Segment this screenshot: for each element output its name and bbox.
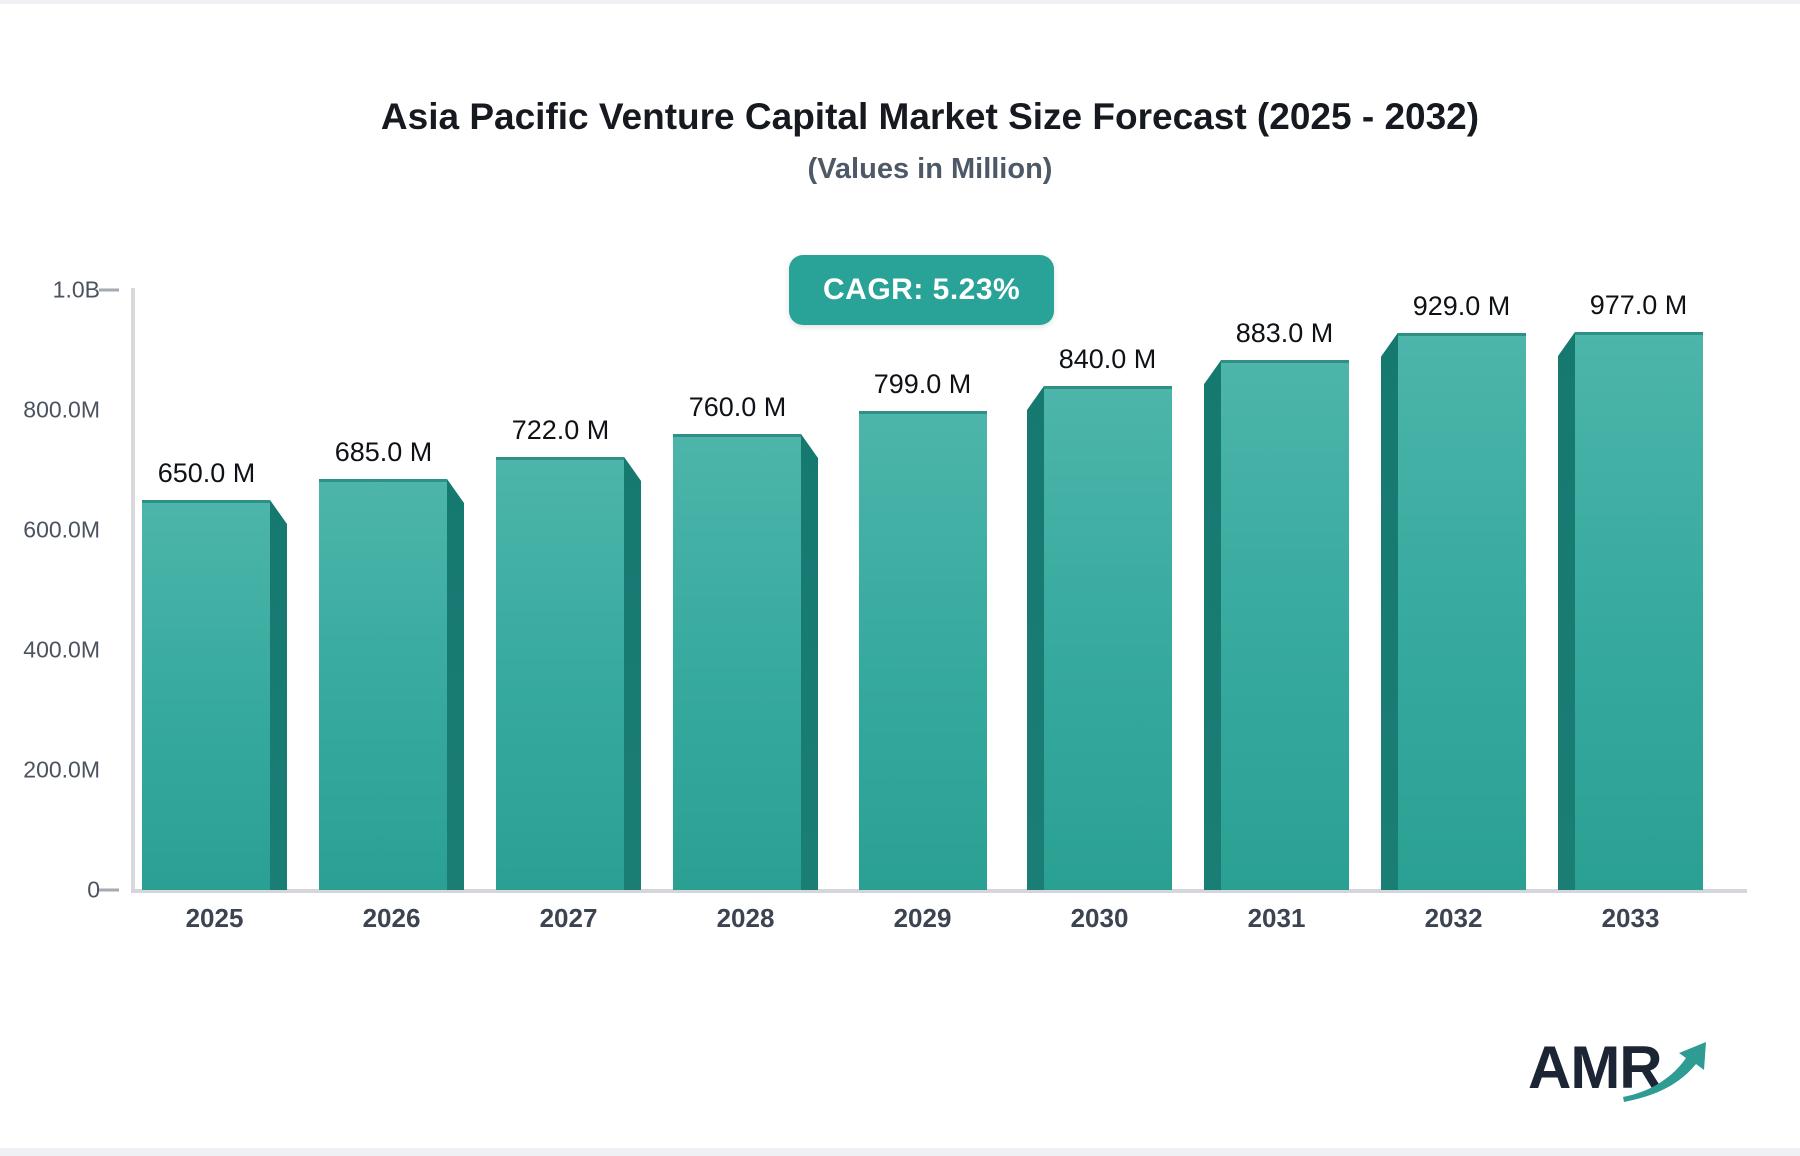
- chart-header: Asia Pacific Venture Capital Market Size…: [0, 95, 1800, 186]
- bar-side-shadow: [1381, 332, 1398, 890]
- x-axis-labels: 2025 2026 2027 2028 2029 2030 2031 2032 2033: [126, 903, 1719, 934]
- amr-logo-text: AMR: [1528, 1034, 1663, 1101]
- bar-group-2032: 929.0 M: [1365, 290, 1542, 890]
- bar-face: [496, 456, 624, 890]
- bar-face: [673, 434, 801, 890]
- y-tick-label: 0: [87, 876, 100, 903]
- x-tick-label-2028: 2028: [716, 903, 775, 933]
- bar-side-shadow: [1027, 386, 1044, 890]
- x-axis-line: [131, 889, 1747, 893]
- bars-area: 650.0 M 685.0 M 722.0 M 760.0 M 799.0 M 840.0…: [126, 290, 1719, 890]
- bar-2030[interactable]: [1027, 386, 1172, 890]
- bar-2031[interactable]: [1204, 360, 1349, 890]
- bar-side-shadow: [270, 500, 287, 890]
- chart-title: Asia Pacific Venture Capital Market Size…: [380, 96, 1480, 137]
- amr-logo-arrow-icon: [1623, 1042, 1706, 1102]
- bar-group-2028: 760.0 M: [657, 290, 834, 890]
- bar-group-2029: 799.0 M: [834, 290, 1011, 890]
- bar-value-label: 722.0 M: [511, 414, 610, 445]
- y-tick-mark: [99, 888, 119, 892]
- y-tick-label: 800.0M: [23, 396, 100, 423]
- bar-group-2031: 883.0 M: [1188, 290, 1365, 890]
- y-axis-line: [131, 288, 135, 893]
- bar-2027[interactable]: [496, 456, 641, 890]
- bar-group-2025: 650.0 M: [126, 290, 303, 890]
- bar-value-label: 685.0 M: [334, 437, 433, 467]
- x-tick-label-2027: 2027: [539, 903, 598, 933]
- bar-value-label: 650.0 M: [157, 458, 256, 488]
- x-tick-label-2026: 2026: [362, 903, 421, 933]
- x-tick-label-2029: 2029: [893, 903, 952, 933]
- cagr-badge: CAGR: 5.23%: [789, 255, 1055, 325]
- bar-group-2026: 685.0 M: [303, 290, 480, 890]
- y-tick-mark: [99, 288, 119, 292]
- bar-side-shadow: [1204, 360, 1221, 890]
- bar-side-shadow: [1558, 332, 1575, 890]
- bar-2033[interactable]: [1558, 332, 1703, 890]
- bar-2029[interactable]: [858, 410, 987, 890]
- bar-face: [858, 410, 987, 890]
- bar-value-label: 977.0 M: [1589, 290, 1688, 320]
- y-tick-label: 1.0B: [52, 276, 100, 303]
- bar-2025[interactable]: [142, 500, 287, 890]
- chart-subtitle: (Values in Million): [807, 153, 1053, 186]
- bar-value-label: 799.0 M: [873, 368, 972, 399]
- bar-face: [1044, 386, 1172, 890]
- bar-value-label: 760.0 M: [688, 392, 787, 422]
- bar-2026[interactable]: [319, 479, 464, 890]
- x-tick-label-2032: 2032: [1424, 903, 1483, 933]
- bar-face: [142, 500, 270, 890]
- y-tick-label: 400.0M: [23, 636, 100, 663]
- bar-side-shadow: [801, 434, 818, 890]
- bar-value-label: 929.0 M: [1412, 290, 1511, 321]
- bar-face: [1221, 360, 1349, 890]
- amr-logo: AMR: [1528, 1038, 1713, 1108]
- bar-group-2027: 722.0 M: [480, 290, 657, 890]
- bar-face: [1398, 332, 1526, 890]
- bar-group-2033: 977.0 M: [1542, 290, 1719, 890]
- bar-value-label: 883.0 M: [1235, 318, 1334, 349]
- x-tick-label-2031: 2031: [1247, 903, 1306, 933]
- x-tick-label-2030: 2030: [1070, 903, 1129, 933]
- bar-face: [1575, 332, 1703, 890]
- bar-2032[interactable]: [1381, 332, 1526, 890]
- bar-side-shadow: [624, 456, 641, 890]
- bar-2028[interactable]: [673, 434, 818, 890]
- bar-value-label: 840.0 M: [1058, 344, 1157, 374]
- bar-group-2030: 840.0 M: [1011, 290, 1188, 890]
- y-tick-label: 200.0M: [23, 756, 100, 783]
- x-tick-label-2033: 2033: [1601, 903, 1660, 933]
- x-tick-label-2025: 2025: [185, 903, 244, 933]
- y-tick-label: 600.0M: [23, 516, 100, 543]
- bar-face: [319, 479, 447, 890]
- bar-side-shadow: [447, 479, 464, 890]
